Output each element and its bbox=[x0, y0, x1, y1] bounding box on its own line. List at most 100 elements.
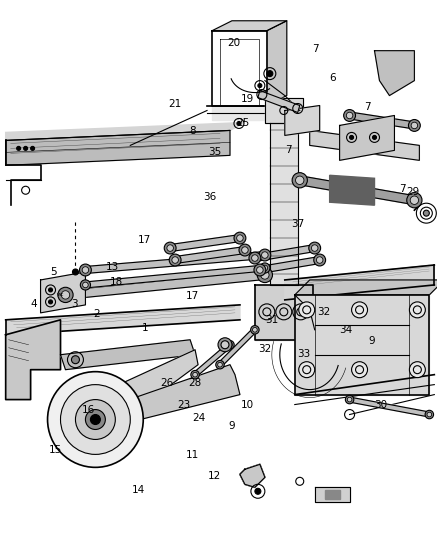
Text: 19: 19 bbox=[241, 94, 254, 104]
Circle shape bbox=[257, 268, 272, 282]
Circle shape bbox=[49, 300, 53, 304]
Circle shape bbox=[237, 235, 243, 241]
Circle shape bbox=[61, 290, 70, 299]
Polygon shape bbox=[175, 247, 245, 263]
Circle shape bbox=[239, 244, 251, 256]
Polygon shape bbox=[285, 265, 434, 300]
Circle shape bbox=[228, 342, 232, 347]
Circle shape bbox=[347, 397, 352, 402]
Text: 23: 23 bbox=[177, 400, 191, 410]
Circle shape bbox=[251, 326, 259, 334]
Circle shape bbox=[249, 252, 261, 264]
Text: 6: 6 bbox=[329, 73, 336, 83]
Polygon shape bbox=[259, 256, 320, 273]
Circle shape bbox=[352, 362, 367, 378]
Text: 32: 32 bbox=[258, 344, 272, 354]
Polygon shape bbox=[85, 252, 265, 273]
Circle shape bbox=[411, 122, 418, 128]
Text: 11: 11 bbox=[186, 450, 199, 460]
Polygon shape bbox=[60, 340, 195, 370]
Circle shape bbox=[257, 266, 263, 273]
Text: 33: 33 bbox=[297, 349, 311, 359]
Circle shape bbox=[309, 242, 321, 254]
Polygon shape bbox=[6, 305, 240, 335]
Polygon shape bbox=[212, 21, 287, 31]
Polygon shape bbox=[258, 91, 300, 112]
Circle shape bbox=[216, 360, 224, 369]
Text: 28: 28 bbox=[188, 378, 201, 389]
Circle shape bbox=[218, 362, 223, 367]
Circle shape bbox=[425, 410, 434, 419]
Polygon shape bbox=[254, 245, 315, 262]
Polygon shape bbox=[295, 295, 429, 394]
Polygon shape bbox=[240, 464, 265, 487]
Polygon shape bbox=[170, 235, 240, 252]
Polygon shape bbox=[299, 176, 415, 205]
Polygon shape bbox=[330, 175, 374, 205]
Circle shape bbox=[251, 255, 258, 261]
Circle shape bbox=[314, 254, 325, 266]
Circle shape bbox=[164, 242, 176, 254]
Circle shape bbox=[261, 271, 269, 279]
Text: 35: 35 bbox=[208, 147, 221, 157]
Polygon shape bbox=[218, 328, 257, 367]
Text: 1: 1 bbox=[141, 322, 148, 333]
Text: 24: 24 bbox=[193, 413, 206, 423]
Circle shape bbox=[169, 254, 181, 266]
Polygon shape bbox=[65, 271, 265, 300]
Polygon shape bbox=[310, 131, 419, 160]
Circle shape bbox=[299, 362, 314, 378]
Polygon shape bbox=[265, 98, 303, 124]
Circle shape bbox=[167, 245, 173, 252]
Text: 7: 7 bbox=[399, 184, 406, 195]
Text: 2: 2 bbox=[93, 309, 100, 319]
Circle shape bbox=[58, 287, 73, 303]
Circle shape bbox=[218, 338, 232, 352]
Circle shape bbox=[85, 409, 106, 430]
Polygon shape bbox=[212, 106, 267, 120]
Circle shape bbox=[83, 282, 88, 288]
Text: 20: 20 bbox=[228, 38, 241, 49]
Polygon shape bbox=[6, 123, 245, 140]
Polygon shape bbox=[349, 397, 430, 417]
Circle shape bbox=[258, 84, 262, 87]
Circle shape bbox=[90, 415, 100, 424]
Circle shape bbox=[299, 302, 314, 318]
Circle shape bbox=[226, 341, 234, 349]
Circle shape bbox=[409, 119, 420, 131]
Text: 9: 9 bbox=[368, 336, 375, 346]
Polygon shape bbox=[267, 21, 287, 106]
Circle shape bbox=[344, 110, 356, 122]
Circle shape bbox=[191, 370, 199, 379]
Text: 21: 21 bbox=[169, 100, 182, 109]
Polygon shape bbox=[194, 343, 232, 376]
Circle shape bbox=[24, 147, 28, 150]
Circle shape bbox=[311, 245, 318, 252]
Text: 37: 37 bbox=[291, 219, 304, 229]
Text: 34: 34 bbox=[339, 325, 352, 335]
Polygon shape bbox=[374, 51, 414, 95]
Circle shape bbox=[234, 232, 246, 244]
Circle shape bbox=[71, 356, 79, 364]
Circle shape bbox=[316, 257, 323, 263]
Circle shape bbox=[424, 210, 429, 216]
Text: 10: 10 bbox=[241, 400, 254, 410]
Polygon shape bbox=[295, 280, 438, 295]
Circle shape bbox=[427, 412, 432, 417]
Circle shape bbox=[254, 264, 266, 276]
Text: 7: 7 bbox=[286, 144, 292, 155]
Circle shape bbox=[352, 302, 367, 318]
Circle shape bbox=[262, 265, 268, 271]
Circle shape bbox=[237, 122, 241, 125]
Text: 16: 16 bbox=[81, 405, 95, 415]
Circle shape bbox=[410, 196, 419, 204]
Circle shape bbox=[172, 257, 178, 263]
Circle shape bbox=[242, 247, 248, 253]
Circle shape bbox=[60, 385, 130, 455]
Text: 25: 25 bbox=[237, 118, 250, 128]
Circle shape bbox=[346, 112, 353, 119]
Polygon shape bbox=[325, 490, 339, 499]
Circle shape bbox=[253, 327, 257, 332]
Circle shape bbox=[48, 372, 143, 467]
Text: 14: 14 bbox=[131, 484, 145, 495]
